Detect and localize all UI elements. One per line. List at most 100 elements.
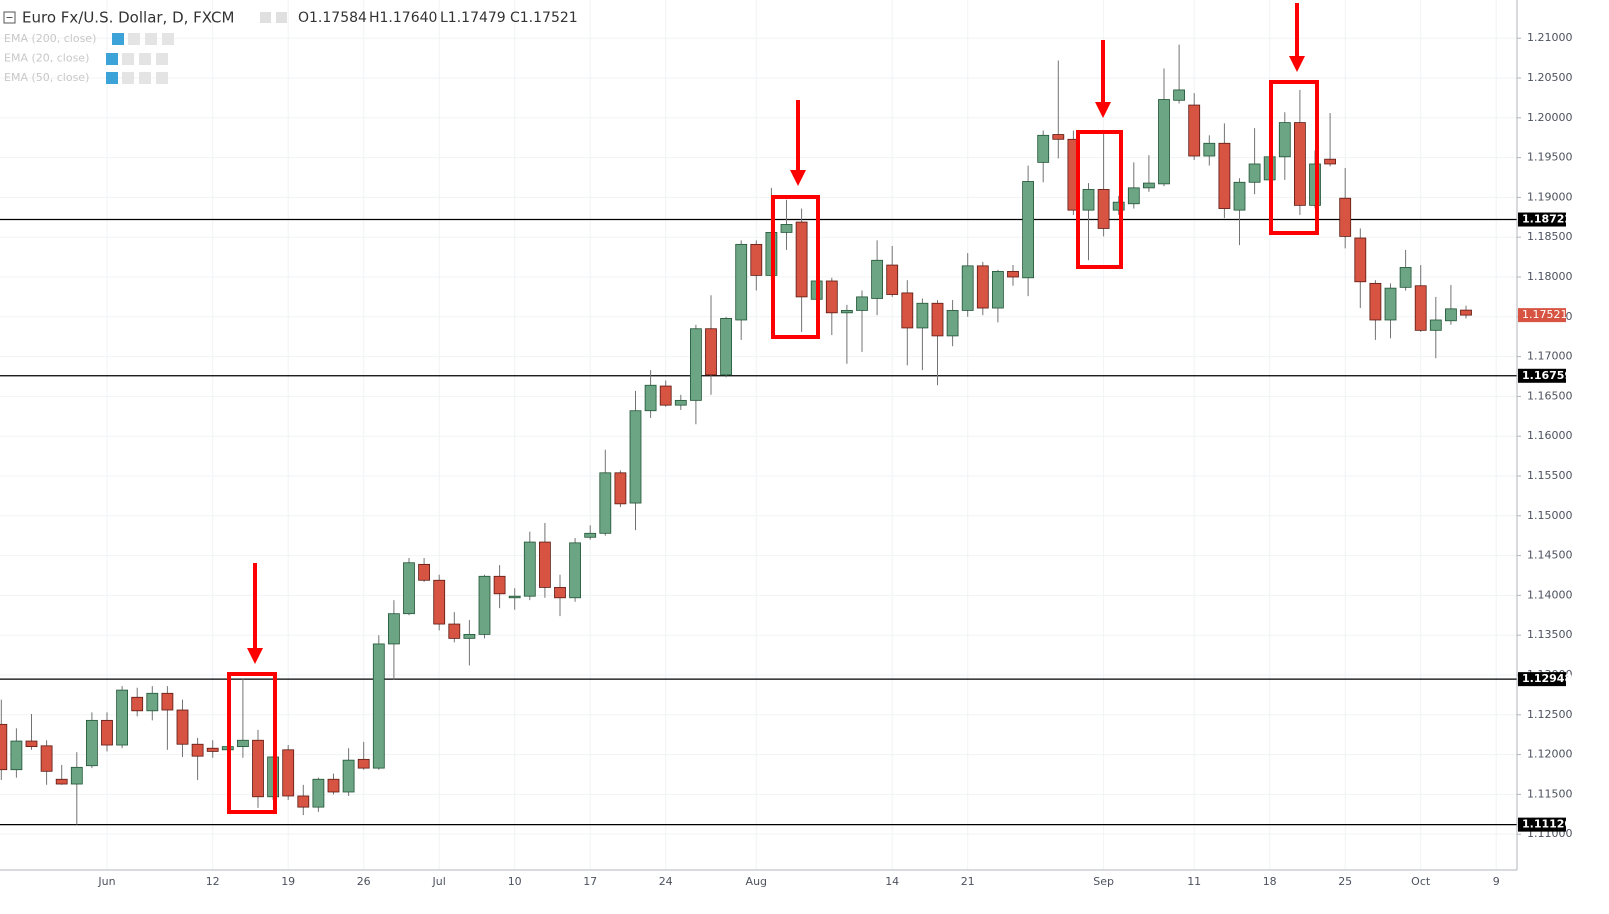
candle-body-up: [1112, 201, 1125, 211]
y-tick-label: 1.13500: [1527, 628, 1573, 641]
add-icon[interactable]: [139, 53, 151, 65]
y-tick-label: 1.20000: [1527, 111, 1573, 124]
candle-body-down: [131, 696, 144, 712]
candle-body-up: [86, 719, 98, 767]
candle-body-up: [690, 328, 702, 401]
candle-body-down: [25, 740, 38, 748]
candle-body-up: [916, 302, 929, 329]
candle-body-down: [433, 579, 446, 625]
x-tick-label: 26: [357, 875, 371, 888]
arrow-head: [1095, 102, 1111, 118]
eye-icon[interactable]: [112, 33, 124, 45]
y-tick-label: 1.19000: [1527, 190, 1573, 203]
settings-icon[interactable]: [122, 53, 134, 65]
candle-body-up: [1399, 267, 1412, 288]
x-tick-label: Aug: [746, 875, 767, 888]
candle-body-down: [1052, 134, 1065, 140]
x-tick-label: 21: [961, 875, 975, 888]
annotation-box: [227, 672, 277, 814]
candle-body-up: [1203, 142, 1216, 157]
candle-body-down: [1188, 104, 1201, 157]
level-label: 1.18722: [1522, 213, 1572, 226]
candle-body-down: [1414, 285, 1427, 331]
indicator-label: EMA (20, close): [4, 52, 89, 65]
remove-icon[interactable]: [156, 53, 168, 65]
candle-body-up: [10, 740, 23, 771]
remove-icon[interactable]: [156, 72, 168, 84]
add-icon[interactable]: [139, 72, 151, 84]
candle-body-up: [116, 689, 128, 746]
remove-icon[interactable]: [162, 33, 174, 45]
candle-body-up: [1233, 181, 1246, 211]
candle-body-up: [871, 259, 883, 299]
candle-body-up: [1158, 99, 1170, 185]
level-badge: [1518, 368, 1566, 383]
y-tick-label: 1.12500: [1527, 708, 1573, 721]
candle-body-up: [1429, 319, 1442, 331]
x-tick-label: 24: [659, 875, 673, 888]
candle-body-down: [659, 385, 672, 406]
candle-body-up: [1384, 287, 1397, 321]
level-badge: [1518, 672, 1566, 687]
candle-body-up: [1143, 182, 1155, 189]
indicator-icons: [106, 33, 174, 84]
candle-body-down: [554, 587, 566, 599]
candle-body-up: [841, 310, 853, 314]
candle-body-down: [750, 243, 763, 276]
y-tick-label: 1.18000: [1527, 270, 1573, 283]
x-tick-label: 11: [1187, 875, 1201, 888]
candle-body-down: [614, 472, 627, 505]
settings-icon[interactable]: [128, 33, 140, 45]
grid: [0, 0, 1517, 870]
x-tick-label: 25: [1338, 875, 1352, 888]
candle-body-up: [735, 243, 748, 321]
candle-body-up: [1278, 122, 1291, 158]
candle-body-down: [448, 623, 461, 639]
candle-body-up: [1173, 89, 1185, 101]
candle-body-down: [1460, 309, 1472, 316]
candle-body-down: [282, 749, 295, 797]
last-price-label: 1.17521: [1522, 308, 1568, 321]
candle-body-up: [70, 766, 83, 785]
candle-body-up: [387, 613, 400, 645]
candle-body-down: [40, 745, 53, 772]
candle-body-down: [493, 575, 506, 595]
annotation-box: [1076, 130, 1123, 269]
candle-body-down: [795, 221, 808, 298]
y-tick-label: 1.14500: [1527, 549, 1573, 562]
x-tick-label: 18: [1263, 875, 1277, 888]
settings-icon[interactable]: [276, 12, 287, 23]
y-tick-label: 1.12000: [1527, 748, 1573, 761]
eye-icon[interactable]: [260, 12, 271, 23]
candle-body-down: [252, 739, 264, 798]
y-tick-label: 1.18500: [1527, 230, 1573, 243]
level-label: 1.11120: [1522, 818, 1572, 831]
last-price-badge: [1518, 308, 1566, 323]
arrow-heads: [247, 56, 1305, 664]
collapse-icon[interactable]: [3, 11, 16, 24]
chart-title: Euro Fx/U.S. Dollar, D, FXCM: [22, 9, 234, 27]
arrow-head: [247, 648, 263, 664]
candle-body-down: [901, 292, 914, 329]
candle-body-down: [191, 743, 204, 757]
candle-body-up: [478, 575, 491, 635]
annotations: [227, 3, 1319, 814]
y-tick-label: 1.16500: [1527, 389, 1573, 402]
x-tick-label: 9: [1493, 875, 1500, 888]
candle-body-up: [1022, 181, 1034, 279]
candle-body-down: [1324, 158, 1336, 165]
eye-icon[interactable]: [106, 53, 118, 65]
candle-body-up: [720, 317, 732, 376]
candle-body-down: [1007, 271, 1019, 278]
x-tick-label: Jul: [432, 875, 446, 888]
eye-icon[interactable]: [106, 72, 118, 84]
price-badges: 1.18722 1.16759 1.12948 1.11120 1.17521: [1518, 212, 1572, 832]
add-icon[interactable]: [145, 33, 157, 45]
level-badge: [1518, 212, 1566, 227]
candle-body-up: [644, 384, 657, 412]
candle-body-up: [629, 410, 642, 504]
x-tick-label: Oct: [1411, 875, 1431, 888]
settings-icon[interactable]: [122, 72, 134, 84]
candle-body-down: [1218, 142, 1231, 209]
